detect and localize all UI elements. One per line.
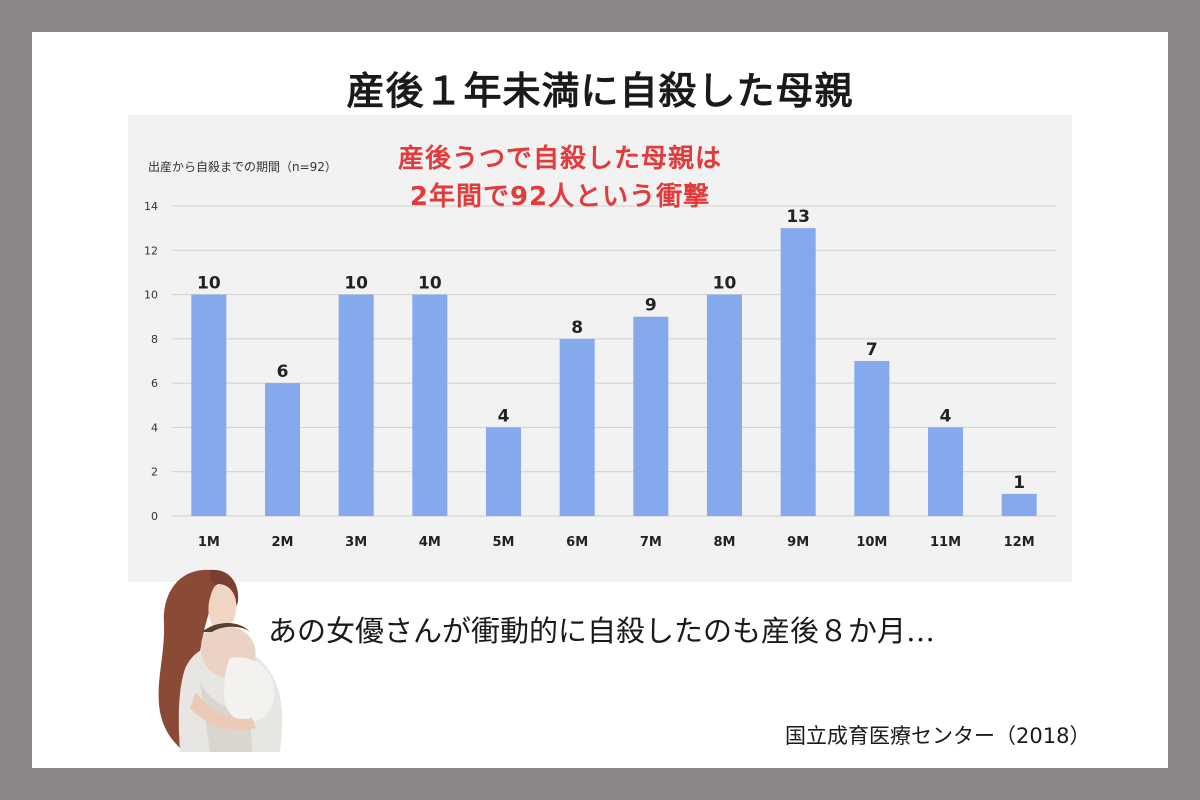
y-tick-label: 2 <box>151 466 158 479</box>
mother-holding-baby-illustration <box>158 569 283 752</box>
data-label: 10 <box>418 274 442 294</box>
data-label: 8 <box>571 318 583 338</box>
x-tick-label: 1M <box>198 535 220 550</box>
callout-line-2: 2年間で92人という衝撃 <box>409 182 711 212</box>
x-tick-label: 9M <box>787 535 809 550</box>
bar <box>633 316 669 516</box>
data-label: 9 <box>645 296 657 316</box>
bar <box>928 427 963 516</box>
x-tick-label: 4M <box>419 535 441 550</box>
bar <box>191 294 227 516</box>
source-credit: 国立成育医療センター（2018） <box>785 724 1091 748</box>
bar-chart: 02468101214101M62M103M104M45M86M97M108M1… <box>144 200 1056 550</box>
bar <box>854 361 890 516</box>
bar <box>338 294 374 516</box>
bar <box>486 427 521 516</box>
data-label: 7 <box>866 340 878 360</box>
y-tick-label: 12 <box>144 244 158 257</box>
x-tick-label: 10M <box>856 535 887 550</box>
chart-panel: 0 2 4 6 8 10 12 14 10 1M 6 2M 10 3M 10 4M 4 5M 8 6M 9 7M 10 8M 1… <box>128 115 1072 582</box>
page-title: 産後１年未満に自殺した母親 <box>346 69 854 113</box>
y-tick-label: 6 <box>151 377 158 390</box>
y-tick-label: 4 <box>151 421 158 434</box>
x-tick-label: 3M <box>345 535 367 550</box>
bar <box>707 294 742 516</box>
y-tick-label: 14 <box>144 200 158 213</box>
bar <box>559 338 595 516</box>
callout-text: 産後うつで自殺した母親は 2年間で92人という衝撃 <box>340 140 780 216</box>
bar <box>780 228 816 516</box>
data-label: 10 <box>197 274 221 294</box>
data-label: 4 <box>940 406 952 426</box>
x-tick-label: 7M <box>640 535 662 550</box>
bar <box>1001 493 1037 516</box>
x-tick-label: 11M <box>930 535 961 550</box>
y-tick-label: 0 <box>151 510 158 523</box>
x-tick-label: 5M <box>493 535 515 550</box>
chart-subtitle: 出産から自殺までの期間（n=92） <box>148 160 337 174</box>
x-tick-label: 12M <box>1004 535 1035 550</box>
footer-comment: あの女優さんが衝動的に自殺したのも産後８か月… <box>268 614 936 648</box>
data-label: 1 <box>1013 473 1025 493</box>
bar <box>265 383 300 516</box>
data-label: 4 <box>498 406 510 426</box>
x-tick-label: 2M <box>272 535 294 550</box>
x-tick-label: 8M <box>714 535 736 550</box>
data-label: 13 <box>786 207 810 227</box>
data-label: 6 <box>277 362 289 382</box>
data-label: 10 <box>344 274 368 294</box>
data-label: 10 <box>713 274 737 294</box>
bar <box>412 294 448 516</box>
x-tick-label: 6M <box>566 535 588 550</box>
y-tick-label: 10 <box>144 289 158 302</box>
callout-line-1: 産後うつで自殺した母親は <box>397 144 722 174</box>
y-tick-label: 8 <box>151 333 158 346</box>
